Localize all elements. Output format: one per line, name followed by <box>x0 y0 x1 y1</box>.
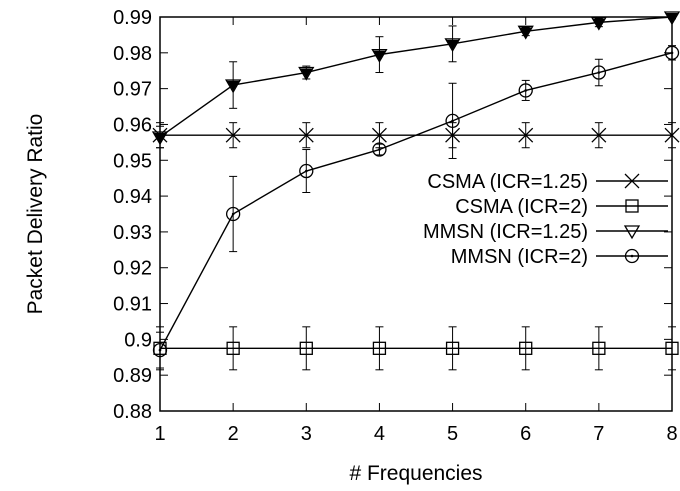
axis-ticks: 0.88 0.89 0.9 0.91 0.92 0.93 0.94 0.95 0.96 0.97 0… <box>113 7 678 445</box>
y-tick-label: 0.92 <box>113 258 152 280</box>
data-point-fill <box>300 68 313 79</box>
x-tick-label: 8 <box>666 423 677 445</box>
y-tick-label: 0.95 <box>113 150 152 172</box>
data-point <box>372 142 387 157</box>
data-point <box>517 25 534 40</box>
x-tick-label: 7 <box>593 423 604 445</box>
y-tick-label: 0.97 <box>113 79 152 101</box>
data-point <box>591 65 607 80</box>
x-axis-title: # Frequencies <box>349 462 482 485</box>
data-point <box>518 83 533 98</box>
data-point-dot <box>231 212 235 216</box>
y-tick-label: 0.98 <box>113 43 152 65</box>
series-line <box>159 16 673 138</box>
data-point <box>299 163 314 179</box>
data-point <box>592 341 606 355</box>
series-circle <box>152 45 680 369</box>
y-tick-label: 0.99 <box>113 7 152 29</box>
series-square <box>153 326 679 371</box>
data-point <box>299 341 313 355</box>
series-line <box>159 52 673 351</box>
data-point-dot <box>304 169 308 173</box>
legend-marker <box>624 173 640 189</box>
data-point-dot <box>451 119 454 123</box>
data-point-dot <box>524 89 528 92</box>
legend-marker <box>623 225 641 240</box>
data-point <box>371 48 388 63</box>
data-point-fill <box>227 81 240 92</box>
data-point <box>518 127 534 143</box>
data-point-fill <box>519 27 532 38</box>
legend-marker <box>625 199 639 213</box>
x-tick-label: 4 <box>374 423 385 445</box>
data-point <box>225 79 242 94</box>
legend-label: CSMA (ICR=1.25) <box>427 171 588 193</box>
data-point <box>591 127 607 143</box>
y-tick-label: 0.93 <box>113 222 152 244</box>
data-point <box>445 341 460 355</box>
x-tick-label: 1 <box>154 423 165 445</box>
x-tick-label: 5 <box>447 423 458 445</box>
plot-frame <box>159 16 673 412</box>
x-tick-label: 6 <box>520 423 531 445</box>
y-tick-label: 0.94 <box>113 186 152 208</box>
legend: CSMA (ICR=1.25) CSMA (ICR=2) MMSN (ICR=1.2… <box>423 171 668 268</box>
data-point <box>225 206 241 222</box>
legend-marker <box>624 248 640 264</box>
data-point <box>225 127 241 143</box>
data-point <box>444 38 461 53</box>
data-point <box>298 127 314 143</box>
data-point-fill <box>373 50 386 61</box>
series-triangle-down <box>151 11 680 149</box>
legend-label: MMSN (ICR=2) <box>451 246 588 268</box>
data-point <box>663 11 680 26</box>
data-point-dot <box>597 71 601 74</box>
plot-area <box>151 11 680 371</box>
data-point <box>298 66 315 81</box>
y-tick-label: 0.91 <box>113 294 152 316</box>
y-axis-title: Packet Delivery Ratio <box>24 114 47 315</box>
data-point-fill <box>446 39 459 50</box>
y-tick-label: 0.88 <box>113 401 152 423</box>
y-tick-label: 0.89 <box>113 365 152 387</box>
legend-label: CSMA (ICR=2) <box>455 196 588 218</box>
data-point <box>371 127 387 143</box>
x-tick-label: 2 <box>228 423 239 445</box>
data-point-dot <box>378 148 381 151</box>
data-point <box>445 113 460 129</box>
x-tick-label: 3 <box>301 423 312 445</box>
legend-marker-dot <box>630 254 634 258</box>
legend-label: MMSN (ICR=1.25) <box>423 221 588 243</box>
data-point <box>372 341 387 355</box>
data-point <box>519 341 533 355</box>
data-point <box>226 341 240 355</box>
y-tick-label: 0.96 <box>113 114 152 136</box>
y-tick-label: 0.9 <box>124 329 152 351</box>
